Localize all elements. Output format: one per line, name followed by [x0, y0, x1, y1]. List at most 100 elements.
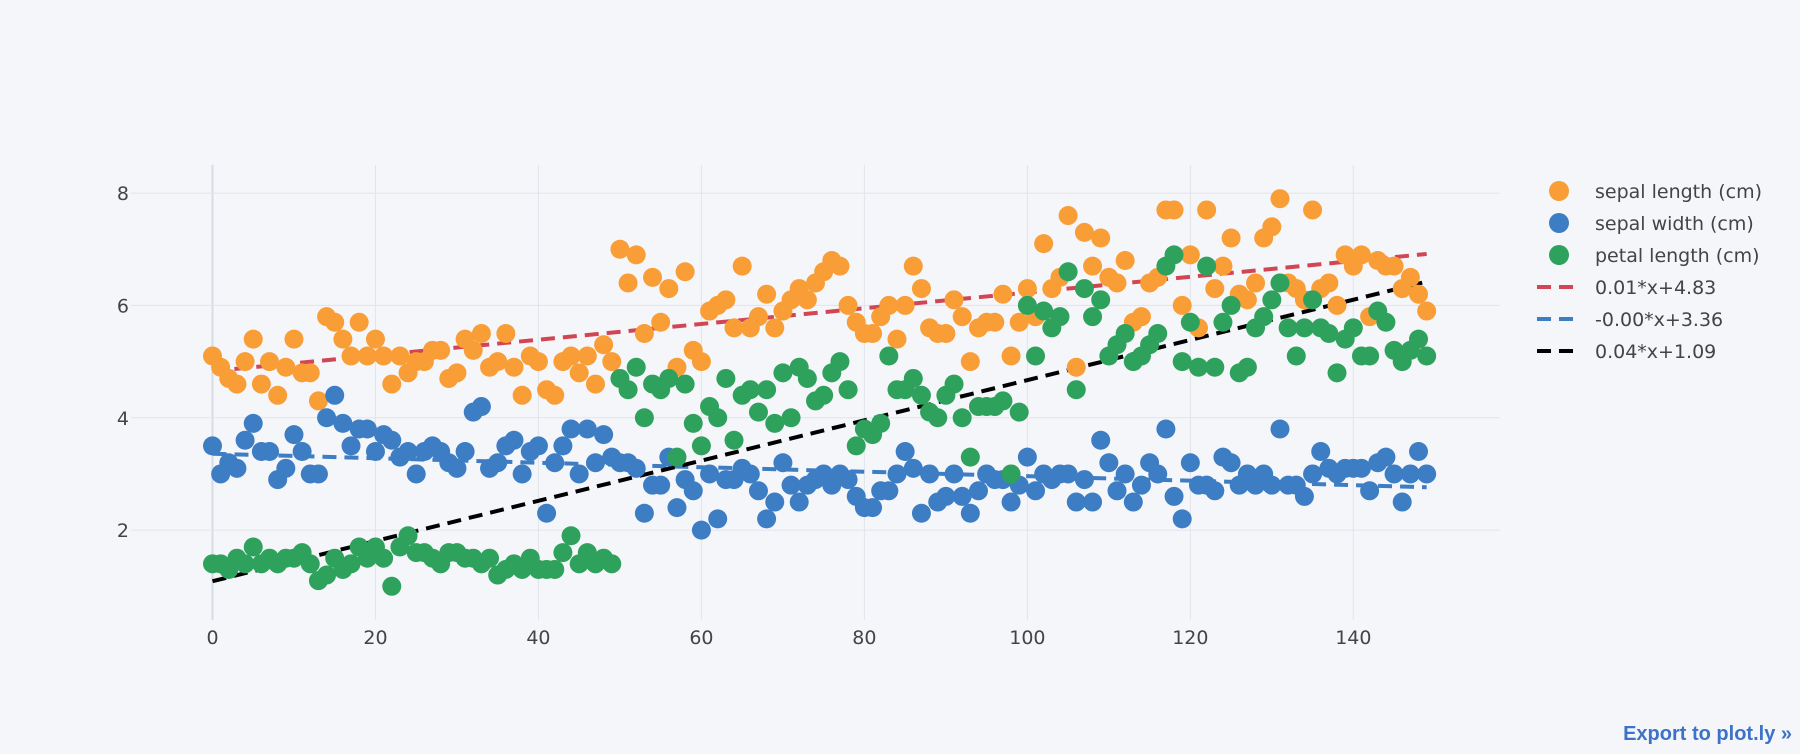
point-petal_length: [1262, 290, 1282, 310]
point-petal_length: [691, 436, 711, 456]
point-sepal_width: [1074, 470, 1094, 490]
point-sepal_width: [471, 397, 491, 417]
point-sepal_length: [724, 318, 744, 338]
point-sepal_length: [463, 340, 483, 360]
point-petal_length: [1343, 318, 1363, 338]
point-petal_length: [634, 408, 654, 428]
x-tick-label: 60: [689, 627, 713, 649]
point-sepal_width: [235, 430, 255, 450]
grid-lines: [131, 165, 1500, 620]
point-petal_length: [1164, 245, 1184, 265]
point-sepal_length: [390, 346, 410, 366]
point-sepal_length: [1205, 279, 1225, 299]
point-sepal_length: [1319, 273, 1339, 293]
point-petal_length: [1001, 464, 1021, 484]
y-tick-label: 2: [117, 520, 129, 542]
point-petal_length: [830, 352, 850, 372]
legend-label-petal_length: petal length (cm): [1595, 245, 1760, 267]
point-sepal_length: [1107, 273, 1127, 293]
x-tick-label: 0: [206, 627, 218, 649]
point-sepal_length: [1017, 279, 1037, 299]
export-to-plotly-link[interactable]: Export to plot.ly »: [1623, 723, 1792, 745]
point-sepal_width: [276, 458, 296, 478]
point-sepal_length: [365, 329, 385, 349]
point-sepal_length: [643, 267, 663, 287]
point-petal_length: [1294, 318, 1314, 338]
point-sepal_width: [1417, 464, 1437, 484]
point-sepal_length: [382, 374, 402, 394]
point-sepal_length: [691, 352, 711, 372]
point-petal_length: [1319, 324, 1339, 344]
point-sepal_width: [406, 464, 426, 484]
point-sepal_length: [765, 318, 785, 338]
point-sepal_width: [553, 436, 573, 456]
point-sepal_length: [1384, 256, 1404, 276]
point-sepal_length: [1417, 301, 1437, 321]
point-petal_length: [773, 363, 793, 383]
point-sepal_width: [447, 458, 467, 478]
point-sepal_length: [626, 245, 646, 265]
point-sepal_length: [1327, 295, 1347, 315]
point-sepal_width: [838, 470, 858, 490]
point-sepal_width: [333, 413, 353, 433]
point-sepal_length: [243, 329, 263, 349]
point-petal_length: [879, 346, 899, 366]
point-sepal_width: [512, 464, 532, 484]
point-sepal_width: [1164, 486, 1184, 506]
point-sepal_width: [740, 464, 760, 484]
x-tick-label: 20: [363, 627, 387, 649]
point-sepal_length: [838, 295, 858, 315]
point-sepal_width: [700, 464, 720, 484]
x-tick-label: 140: [1335, 627, 1371, 649]
point-petal_length: [1270, 273, 1290, 293]
point-sepal_width: [308, 464, 328, 484]
point-sepal_length: [512, 385, 532, 405]
y-tick-label: 8: [117, 183, 129, 205]
point-sepal_length: [561, 346, 581, 366]
point-sepal_length: [944, 290, 964, 310]
point-sepal_length: [496, 324, 516, 344]
point-sepal_width: [1017, 447, 1037, 467]
x-tick-label: 80: [852, 627, 876, 649]
point-sepal_length: [545, 385, 565, 405]
point-sepal_length: [1164, 200, 1184, 220]
point-petal_length: [626, 357, 646, 377]
point-sepal_width: [1400, 464, 1420, 484]
point-petal_length: [1221, 295, 1241, 315]
point-sepal_length: [1009, 312, 1029, 332]
point-sepal_length: [936, 324, 956, 344]
point-sepal_length: [349, 312, 369, 332]
point-sepal_width: [944, 464, 964, 484]
point-sepal_length: [1074, 222, 1094, 242]
point-sepal_width: [748, 481, 768, 501]
point-sepal_width: [1221, 453, 1241, 473]
point-sepal_length: [1034, 234, 1054, 254]
data-points: [202, 189, 1437, 596]
point-petal_length: [846, 436, 866, 456]
point-sepal_width: [545, 453, 565, 473]
point-sepal_length: [594, 335, 614, 355]
point-petal_length: [300, 554, 320, 574]
point-sepal_width: [1172, 509, 1192, 529]
point-petal_length: [1115, 324, 1135, 344]
point-sepal_length: [569, 363, 589, 383]
point-sepal_width: [594, 425, 614, 445]
x-tick-label: 40: [526, 627, 550, 649]
point-petal_length: [781, 408, 801, 428]
point-sepal_length: [985, 312, 1005, 332]
point-petal_length: [1188, 357, 1208, 377]
point-sepal_length: [879, 295, 899, 315]
point-sepal_length: [993, 284, 1013, 304]
point-sepal_width: [1351, 458, 1371, 478]
point-sepal_width: [341, 436, 361, 456]
point-petal_length: [341, 554, 361, 574]
point-sepal_width: [1066, 492, 1086, 512]
point-sepal_length: [333, 329, 353, 349]
point-petal_length: [928, 408, 948, 428]
point-petal_length: [814, 385, 834, 405]
point-sepal_length: [1115, 250, 1135, 270]
y-tick-label: 6: [117, 295, 129, 317]
point-petal_length: [480, 548, 500, 568]
point-sepal_width: [634, 503, 654, 523]
point-petal_length: [757, 380, 777, 400]
